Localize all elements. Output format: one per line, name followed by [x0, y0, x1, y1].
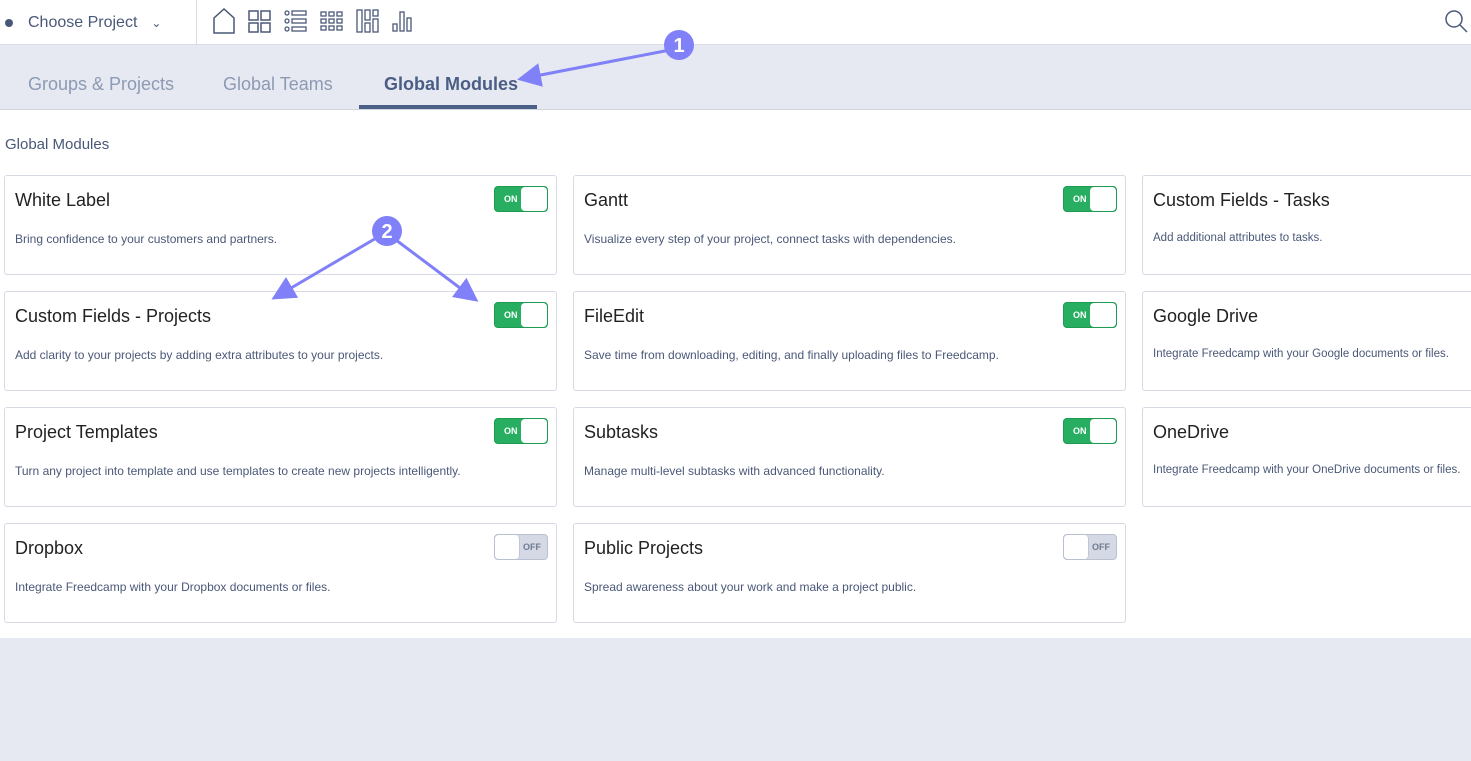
- chart-icon[interactable]: [392, 8, 416, 34]
- module-toggle[interactable]: ON: [1063, 186, 1117, 212]
- module-title: Custom Fields - Projects: [15, 306, 212, 326]
- toggle-state-label: ON: [1073, 426, 1087, 436]
- search-icon[interactable]: [1443, 8, 1469, 34]
- module-card: Project Templates Turn any project into t…: [4, 407, 557, 507]
- module-card: Subtasks Manage multi-level subtasks with…: [573, 407, 1126, 507]
- module-description: Add clarity to your projects by adding e…: [15, 348, 384, 362]
- section-title: Global Modules: [5, 136, 110, 153]
- module-description: Integrate Freedcamp with your OneDrive d…: [1153, 464, 1461, 476]
- tab-global-modules[interactable]: Global Modules: [384, 74, 519, 94]
- toggle-knob: [521, 187, 547, 211]
- module-description: Spread awareness about your work and mak…: [584, 580, 917, 594]
- module-toggle[interactable]: ON: [1063, 418, 1117, 444]
- toggle-state-label: ON: [1073, 310, 1087, 320]
- module-toggle[interactable]: ON: [1063, 302, 1117, 328]
- toggle-knob: [521, 303, 547, 327]
- module-card: White Label Bring confidence to your cust…: [4, 175, 557, 275]
- tab-groups-projects[interactable]: Groups & Projects: [28, 74, 175, 94]
- module-description: Save time from downloading, editing, and…: [584, 348, 999, 362]
- module-card: Public Projects Spread awareness about yo…: [573, 523, 1126, 623]
- top-bar: Choose Project ⌄: [0, 0, 1471, 45]
- module-description: Integrate Freedcamp with your Dropbox do…: [15, 580, 331, 594]
- module-description: Bring confidence to your customers and p…: [15, 232, 278, 246]
- module-title: Gantt: [584, 190, 629, 210]
- module-title: Dropbox: [15, 538, 84, 558]
- toggle-knob: [521, 419, 547, 443]
- module-description: Turn any project into template and use t…: [15, 464, 461, 478]
- tab-bar: Groups & Projects Global Teams Global Mo…: [0, 46, 1471, 110]
- toggle-state-label: OFF: [1092, 542, 1110, 552]
- module-title: OneDrive: [1153, 422, 1230, 442]
- module-card: Gantt Visualize every step of your projec…: [573, 175, 1126, 275]
- project-selector-label: Choose Project: [28, 13, 138, 31]
- chevron-down-icon: ⌄: [151, 15, 162, 30]
- module-description: Manage multi-level subtasks with advance…: [584, 464, 885, 478]
- toggle-knob: [1090, 303, 1116, 327]
- module-toggle[interactable]: ON: [494, 418, 548, 444]
- module-toggle[interactable]: OFF: [494, 534, 548, 560]
- module-card: Custom Fields - Tasks Add additional attr…: [1142, 175, 1471, 275]
- active-tab-indicator: [359, 105, 537, 109]
- toggle-state-label: ON: [504, 310, 518, 320]
- module-card: Custom Fields - Projects Add clarity to y…: [4, 291, 557, 391]
- module-toggle[interactable]: ON: [494, 186, 548, 212]
- toggle-state-label: ON: [504, 194, 518, 204]
- module-card: Dropbox Integrate Freedcamp with your Dro…: [4, 523, 557, 623]
- home-icon[interactable]: [212, 8, 236, 34]
- toggle-knob: [1064, 535, 1089, 559]
- board-icon[interactable]: [248, 8, 272, 34]
- module-description: Visualize every step of your project, co…: [584, 232, 956, 246]
- module-card: Google Drive Integrate Freedcamp with you…: [1142, 291, 1471, 391]
- module-title: Google Drive: [1153, 306, 1259, 326]
- module-title: White Label: [15, 190, 111, 210]
- toggle-knob: [1090, 187, 1116, 211]
- module-title: Subtasks: [584, 422, 659, 442]
- main-content: Global Modules White Label Bring confiden…: [0, 110, 1471, 638]
- toggle-state-label: ON: [504, 426, 518, 436]
- module-toggle[interactable]: OFF: [1063, 534, 1117, 560]
- grid-icon[interactable]: [320, 8, 344, 34]
- kanban-icon[interactable]: [356, 8, 380, 34]
- toggle-knob: [495, 535, 520, 559]
- module-description: Integrate Freedcamp with your Google doc…: [1153, 348, 1449, 360]
- list-icon[interactable]: [284, 8, 308, 34]
- module-card: FileEdit Save time from downloading, edit…: [573, 291, 1126, 391]
- project-selector[interactable]: Choose Project ⌄: [0, 0, 197, 45]
- module-title: Public Projects: [584, 538, 704, 558]
- module-title: Custom Fields - Tasks: [1153, 190, 1330, 210]
- project-dot-icon: [5, 18, 13, 27]
- toggle-knob: [1090, 419, 1116, 443]
- toggle-state-label: OFF: [523, 542, 541, 552]
- module-card: OneDrive Integrate Freedcamp with your On…: [1142, 407, 1471, 507]
- module-description: Add additional attributes to tasks.: [1153, 232, 1323, 244]
- module-title: FileEdit: [584, 306, 645, 326]
- toggle-state-label: ON: [1073, 194, 1087, 204]
- module-title: Project Templates: [15, 422, 158, 442]
- tab-global-teams[interactable]: Global Teams: [223, 74, 333, 94]
- module-toggle[interactable]: ON: [494, 302, 548, 328]
